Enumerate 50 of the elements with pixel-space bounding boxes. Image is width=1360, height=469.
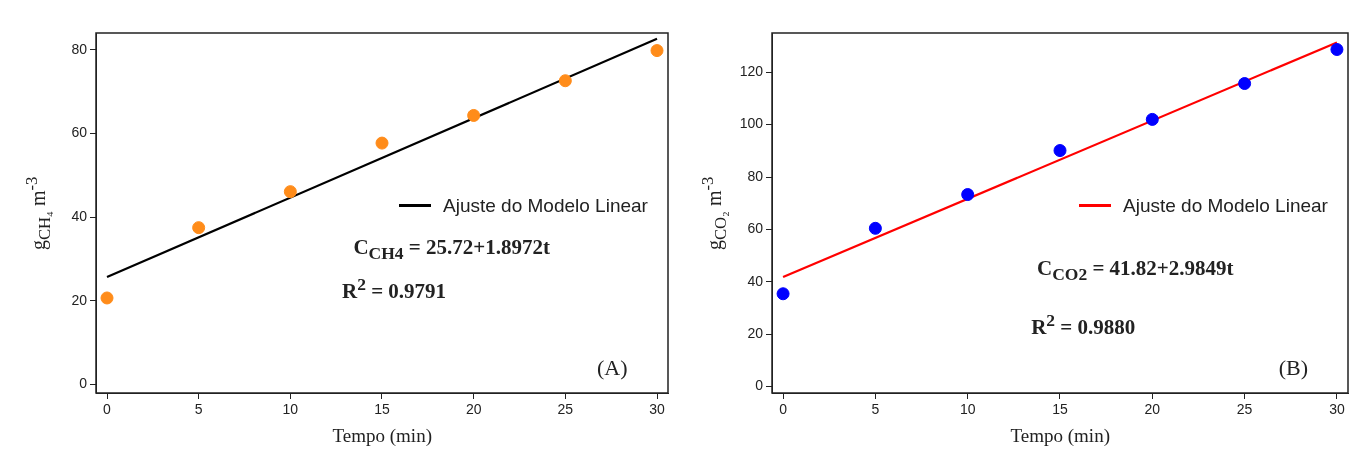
legend-label: Ajuste do Modelo Linear [1123, 194, 1328, 217]
x-tick-label: 15 [1052, 401, 1068, 418]
x-tick-label: 20 [1144, 401, 1161, 418]
y-tick-label: 0 [755, 377, 764, 394]
annotation: C$_{CH4}$ = 25.72+1.8972t [353, 234, 550, 264]
point [961, 188, 975, 202]
y-tick-label: 80 [747, 167, 764, 184]
point [192, 221, 206, 235]
x-axis-title: Tempo (min) [332, 425, 432, 447]
x-tick-label: 30 [1329, 401, 1345, 418]
point [100, 291, 114, 305]
x-tick-label: 5 [871, 401, 880, 418]
annotation: (B) [1278, 354, 1308, 381]
legend-label: Ajuste do Modelo Linear [443, 194, 648, 217]
point [558, 74, 572, 88]
y-tick-label: 80 [71, 40, 88, 57]
y-tick-label: 60 [71, 124, 88, 141]
y-tick-label: 60 [747, 220, 764, 237]
x-axis-title: Tempo (min) [1010, 425, 1110, 447]
x-tick-label: 0 [779, 401, 788, 418]
x-tick-label: 15 [374, 401, 390, 418]
y-tick-label: 40 [747, 272, 764, 289]
y-tick-label: 100 [739, 115, 764, 132]
y-tick-label: 20 [747, 324, 764, 341]
x-tick-label: 5 [194, 401, 203, 418]
annotation: R$^{2}$ = 0.9791 [341, 273, 447, 304]
point [1053, 144, 1067, 158]
point [467, 108, 481, 122]
point [1330, 43, 1344, 56]
y-tick-label: 20 [71, 291, 88, 308]
x-tick-label: 25 [557, 401, 574, 418]
point [1145, 112, 1159, 126]
x-tick-label: 20 [465, 401, 482, 418]
annotation: (A) [596, 354, 628, 381]
x-tick-label: 25 [1236, 401, 1253, 418]
annotation: R$^{2}$ = 0.9880 [1031, 309, 1136, 340]
point [776, 287, 790, 301]
point [1238, 77, 1252, 91]
point [375, 136, 389, 150]
y-tick-label: 120 [739, 63, 764, 80]
x-tick-label: 10 [282, 401, 299, 418]
x-tick-label: 0 [103, 401, 112, 418]
point [650, 44, 664, 58]
x-tick-label: 10 [959, 401, 976, 418]
annotation: C$_{CO2}$ = 41.82+2.9849t [1036, 256, 1234, 286]
point [283, 185, 297, 199]
point [868, 221, 882, 235]
y-tick-label: 0 [79, 375, 88, 392]
y-tick-label: 40 [71, 208, 88, 225]
x-tick-label: 30 [649, 401, 665, 418]
